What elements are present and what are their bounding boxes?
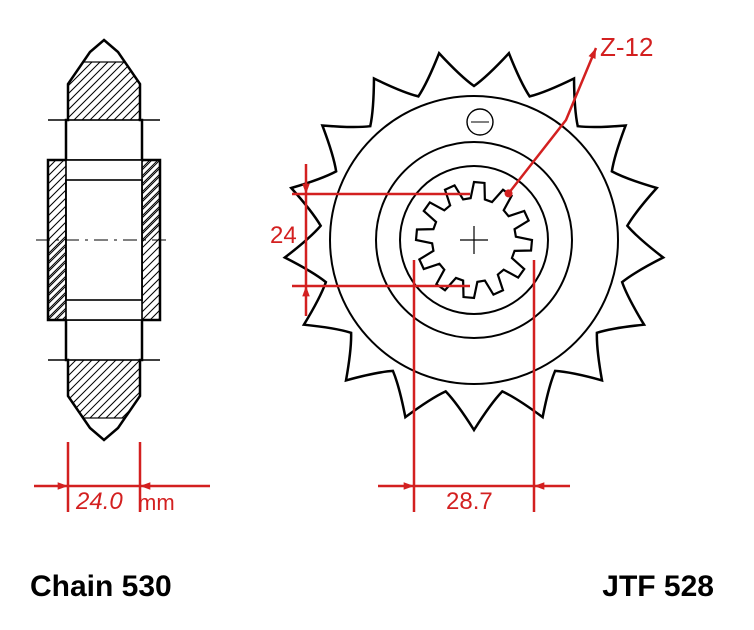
chain-label: Chain 530 — [30, 570, 172, 604]
thickness-value-label: 24.0 — [76, 488, 123, 516]
front-view-sprocket — [285, 48, 663, 512]
part-number-label: JTF 528 — [602, 570, 714, 604]
spline-count-label: Z-12 — [600, 32, 653, 63]
outer-diameter-label: 28.7 — [446, 488, 493, 516]
thickness-unit-label: mm — [138, 490, 175, 516]
inner-diameter-label: 24 — [270, 222, 297, 250]
side-view — [0, 40, 318, 512]
